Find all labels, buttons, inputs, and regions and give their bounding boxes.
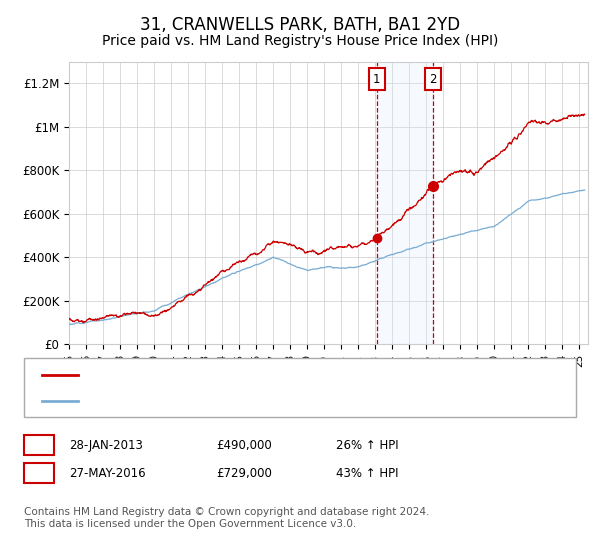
Text: 27-MAY-2016: 27-MAY-2016 [69, 466, 146, 480]
Text: 31, CRANWELLS PARK, BATH, BA1 2YD: 31, CRANWELLS PARK, BATH, BA1 2YD [140, 16, 460, 34]
Text: 2: 2 [35, 466, 43, 480]
Bar [377, 62, 433, 344]
Text: £490,000: £490,000 [216, 438, 272, 452]
Text: 1: 1 [373, 72, 380, 86]
Text: 26% ↑ HPI: 26% ↑ HPI [336, 438, 398, 452]
Text: 28-JAN-2013: 28-JAN-2013 [69, 438, 143, 452]
Text: £729,000: £729,000 [216, 466, 272, 480]
Text: 43% ↑ HPI: 43% ↑ HPI [336, 466, 398, 480]
Text: Price paid vs. HM Land Registry's House Price Index (HPI): Price paid vs. HM Land Registry's House … [102, 34, 498, 48]
Text: 1: 1 [35, 438, 43, 452]
Text: 31, CRANWELLS PARK, BATH, BA1 2YD (detached house): 31, CRANWELLS PARK, BATH, BA1 2YD (detac… [87, 368, 420, 381]
Text: 2: 2 [430, 72, 437, 86]
Text: Contains HM Land Registry data © Crown copyright and database right 2024.
This d: Contains HM Land Registry data © Crown c… [24, 507, 430, 529]
Text: HPI: Average price, detached house, Bath and North East Somerset: HPI: Average price, detached house, Bath… [87, 394, 485, 407]
